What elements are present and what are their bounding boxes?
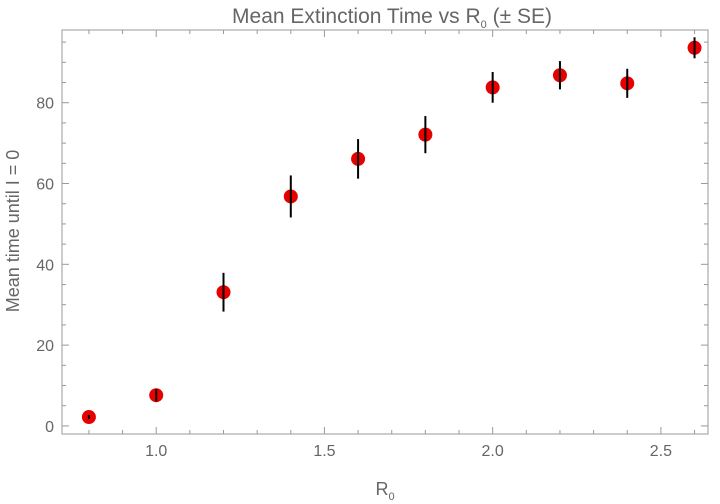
y-tick-label: 20 bbox=[36, 338, 54, 355]
y-axis-ticks: 0 20 40 60 80 bbox=[36, 41, 708, 436]
chart-title-tail: (± SE) bbox=[487, 5, 552, 28]
chart-title-main: Mean Extinction Time vs R bbox=[232, 5, 481, 28]
y-tick-label: 80 bbox=[36, 96, 54, 113]
x-tick-label: 2.5 bbox=[650, 443, 672, 460]
y-tick-label: 40 bbox=[36, 257, 54, 274]
chart-title-subscript: 0 bbox=[481, 19, 487, 31]
y-tick-label: 0 bbox=[45, 419, 54, 436]
plot-frame bbox=[61, 29, 709, 435]
x-tick-label: 1.5 bbox=[313, 443, 335, 460]
x-axis-label-main: R bbox=[375, 479, 388, 499]
x-tick-label: 1.0 bbox=[145, 443, 167, 460]
x-axis-label-subscript: 0 bbox=[388, 491, 394, 503]
y-axis-label: Mean time until I = 0 bbox=[3, 150, 23, 313]
y-tick-label: 60 bbox=[36, 177, 54, 194]
x-axis-ticks: 1.0 1.5 2.0 2.5 bbox=[88, 30, 696, 460]
x-tick-label: 2.0 bbox=[482, 443, 504, 460]
data-points bbox=[81, 40, 702, 425]
error-bars bbox=[87, 37, 696, 420]
x-axis-label: R0 bbox=[375, 479, 394, 503]
chart-title: Mean Extinction Time vs R0 (± SE) bbox=[232, 5, 552, 31]
